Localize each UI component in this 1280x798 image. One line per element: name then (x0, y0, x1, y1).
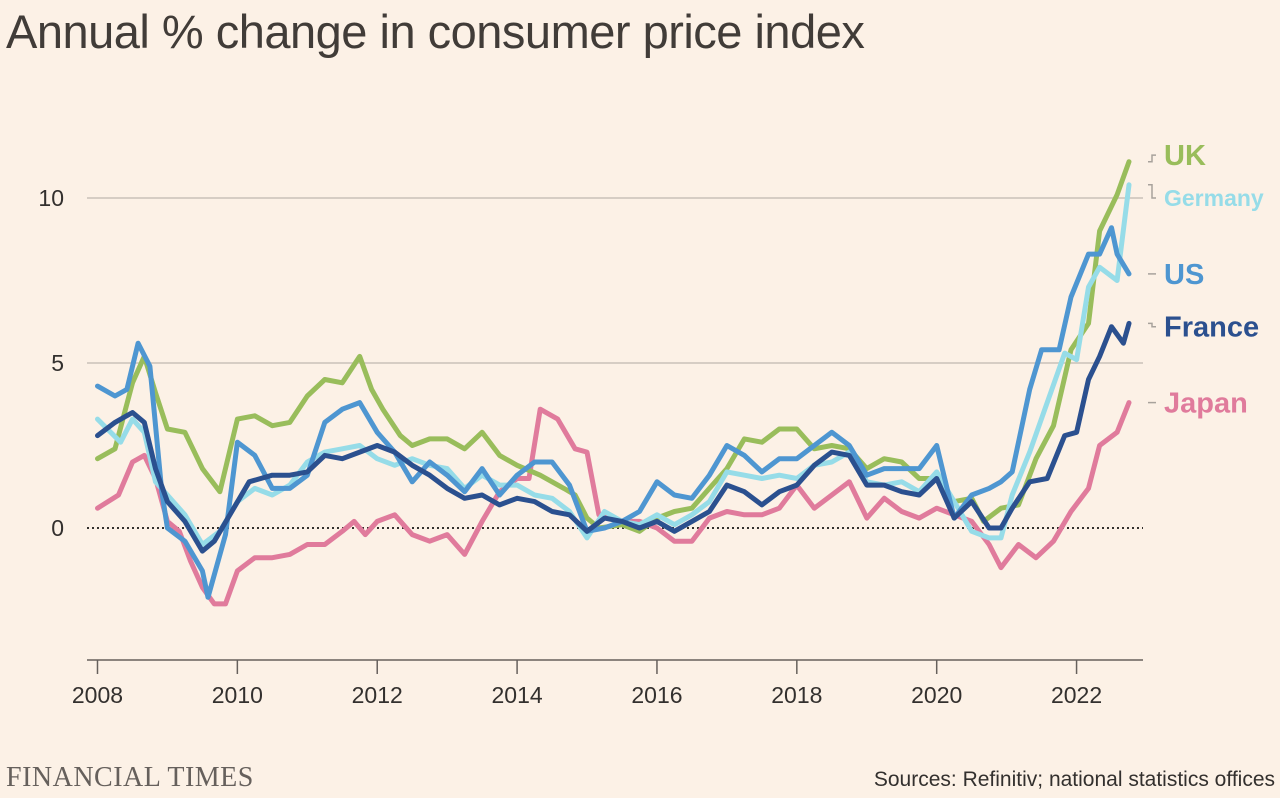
series-label-france: France (1164, 312, 1259, 344)
series-lines (95, 159, 1132, 607)
x-tick-label: 2014 (492, 682, 543, 708)
series-line-germany (95, 182, 1132, 547)
x-tick-label: 2016 (631, 682, 682, 708)
y-tick-label: 10 (38, 185, 64, 211)
source-note: Sources: Refinitiv; national statistics … (873, 768, 1275, 791)
financial-times-logo: FINANCIAL TIMES (6, 762, 254, 793)
label-leader (1148, 154, 1156, 163)
x-tick-label: 2010 (212, 682, 263, 708)
chart-title: Annual % change in consumer price index (6, 5, 865, 58)
series-label-us: US (1164, 259, 1204, 291)
y-tick-label: 0 (51, 515, 64, 541)
series-label-germany: Germany (1164, 185, 1264, 211)
label-leader (1148, 322, 1156, 328)
x-tick-label: 2022 (1051, 682, 1102, 708)
y-tick-label: 5 (51, 350, 64, 376)
x-tick-label: 2008 (72, 682, 123, 708)
x-tick-label: 2020 (911, 682, 962, 708)
x-tick-label: 2012 (352, 682, 403, 708)
series-labels: UK Germany US France Japan (1148, 140, 1264, 420)
series-line-uk (95, 159, 1132, 534)
x-tick-label: 2018 (771, 682, 822, 708)
series-label-uk: UK (1164, 140, 1206, 172)
series-label-japan: Japan (1164, 388, 1248, 420)
axes: 0 5 10 2008 2010 2012 2014 2016 2018 2020 2022 (38, 185, 1143, 708)
series-line-france (95, 320, 1132, 554)
label-leader (1148, 184, 1156, 199)
series-line-us (95, 225, 1132, 600)
gridlines (87, 197, 1143, 529)
